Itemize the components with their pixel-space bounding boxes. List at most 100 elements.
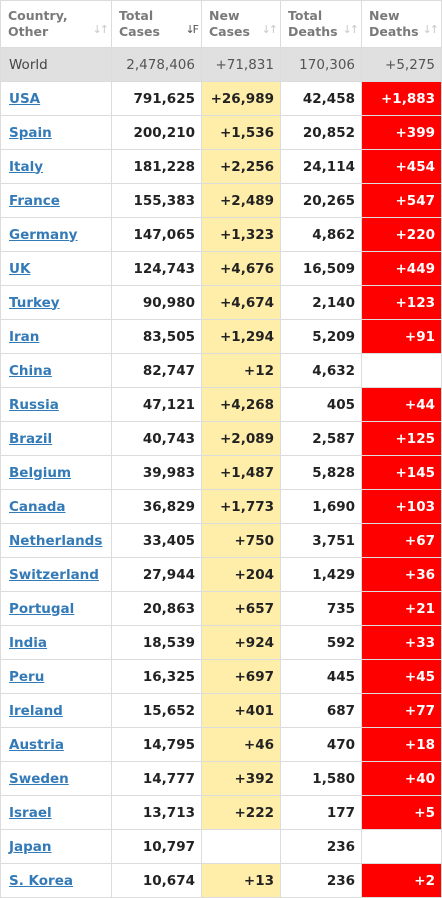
country-link[interactable]: Ireland: [9, 702, 63, 719]
total-deaths-cell: 4,632: [280, 353, 362, 388]
country-cell: Turkey: [0, 285, 112, 320]
new-deaths-cell: +45: [361, 659, 442, 694]
total-cases-cell: 155,383: [111, 183, 202, 218]
country-link[interactable]: Sweden: [9, 770, 69, 787]
country-link[interactable]: Israel: [9, 804, 52, 821]
country-cell: Ireland: [0, 693, 112, 728]
header-total-cases[interactable]: Total Cases ↓F: [111, 0, 202, 48]
new-deaths-cell: +220: [361, 217, 442, 252]
new-cases-cell: +46: [201, 727, 281, 762]
table-row: Canada 36,829 +1,773 1,690 +103: [0, 489, 442, 524]
country-link[interactable]: Switzerland: [9, 566, 99, 583]
new-deaths-cell: +454: [361, 149, 442, 184]
header-label-line2: Cases: [209, 24, 250, 39]
table-row: Germany 147,065 +1,323 4,862 +220: [0, 217, 442, 252]
country-link[interactable]: Iran: [9, 328, 40, 345]
new-deaths-cell: +145: [361, 455, 442, 490]
country-cell: Israel: [0, 795, 112, 830]
total-cases-cell: 27,944: [111, 557, 202, 592]
header-new-deaths[interactable]: New Deaths ↓↑: [361, 0, 442, 48]
new-cases-cell: +1,294: [201, 319, 281, 354]
table-row: Italy 181,228 +2,256 24,114 +454: [0, 149, 442, 184]
sort-descending-icon[interactable]: ↓F: [185, 23, 198, 36]
country-link[interactable]: Austria: [9, 736, 64, 753]
country-link[interactable]: China: [9, 362, 52, 379]
country-cell: Germany: [0, 217, 112, 252]
table-header-row: Country, Other ↓↑ Total Cases ↓F New Cas…: [0, 0, 442, 48]
new-deaths-cell: +33: [361, 625, 442, 660]
country-link[interactable]: Russia: [9, 396, 59, 413]
country-link[interactable]: Belgium: [9, 464, 72, 481]
world-new-deaths: +5,275: [361, 47, 442, 82]
new-deaths-cell: +5: [361, 795, 442, 830]
new-cases-cell: +401: [201, 693, 281, 728]
table-row: Portugal 20,863 +657 735 +21: [0, 591, 442, 626]
total-deaths-cell: 735: [280, 591, 362, 626]
total-deaths-cell: 470: [280, 727, 362, 762]
header-country[interactable]: Country, Other ↓↑: [0, 0, 112, 48]
total-deaths-cell: 2,140: [280, 285, 362, 320]
country-link[interactable]: Portugal: [9, 600, 75, 617]
country-link[interactable]: Spain: [9, 124, 52, 141]
total-cases-cell: 20,863: [111, 591, 202, 626]
total-deaths-cell: 2,587: [280, 421, 362, 456]
new-cases-cell: +697: [201, 659, 281, 694]
country-link[interactable]: Germany: [9, 226, 78, 243]
country-link[interactable]: France: [9, 192, 60, 209]
total-cases-cell: 47,121: [111, 387, 202, 422]
new-cases-cell: +2,089: [201, 421, 281, 456]
new-deaths-cell: +44: [361, 387, 442, 422]
header-new-cases[interactable]: New Cases ↓↑: [201, 0, 281, 48]
total-cases-cell: 13,713: [111, 795, 202, 830]
country-cell: India: [0, 625, 112, 660]
new-deaths-cell: +40: [361, 761, 442, 796]
country-link[interactable]: USA: [9, 90, 41, 107]
sort-arrows-icon[interactable]: ↓↑: [261, 23, 279, 36]
new-cases-cell: +4,676: [201, 251, 281, 286]
table-row: Netherlands 33,405 +750 3,751 +67: [0, 523, 442, 558]
new-deaths-cell: +399: [361, 115, 442, 150]
total-cases-cell: 40,743: [111, 421, 202, 456]
sort-arrows-icon[interactable]: ↓↑: [342, 23, 360, 36]
header-label-line1: New: [369, 8, 400, 23]
table-row: S. Korea 10,674 +13 236 +2: [0, 863, 442, 898]
country-link[interactable]: Canada: [9, 498, 66, 515]
new-cases-cell: +4,268: [201, 387, 281, 422]
header-label-line1: Country,: [8, 8, 68, 23]
country-link[interactable]: Peru: [9, 668, 45, 685]
country-link[interactable]: Brazil: [9, 430, 53, 447]
country-link[interactable]: S. Korea: [9, 872, 73, 889]
country-cell: China: [0, 353, 112, 388]
country-cell: Spain: [0, 115, 112, 150]
country-link[interactable]: UK: [9, 260, 31, 277]
new-deaths-cell: +36: [361, 557, 442, 592]
sort-arrows-icon[interactable]: ↓↑: [92, 23, 110, 36]
country-link[interactable]: Netherlands: [9, 532, 103, 549]
new-cases-cell: +2,256: [201, 149, 281, 184]
total-cases-cell: 18,539: [111, 625, 202, 660]
total-deaths-cell: 24,114: [280, 149, 362, 184]
country-link[interactable]: India: [9, 634, 48, 651]
total-cases-cell: 39,983: [111, 455, 202, 490]
new-cases-cell: +924: [201, 625, 281, 660]
country-link[interactable]: Italy: [9, 158, 44, 175]
table-row: USA 791,625 +26,989 42,458 +1,883: [0, 81, 442, 116]
world-total-row: World 2,478,406 +71,831 170,306 +5,275: [0, 47, 442, 82]
table-row: China 82,747 +12 4,632: [0, 353, 442, 388]
new-cases-cell: +1,487: [201, 455, 281, 490]
table-row: Japan 10,797 236: [0, 829, 442, 864]
world-new-cases: +71,831: [201, 47, 281, 82]
sort-arrows-icon[interactable]: ↓↑: [422, 23, 440, 36]
country-link[interactable]: Japan: [9, 838, 52, 855]
total-cases-cell: 83,505: [111, 319, 202, 354]
new-deaths-cell: +91: [361, 319, 442, 354]
country-link[interactable]: Turkey: [9, 294, 60, 311]
country-cell: USA: [0, 81, 112, 116]
total-deaths-cell: 1,690: [280, 489, 362, 524]
country-cell: Japan: [0, 829, 112, 864]
total-cases-cell: 10,797: [111, 829, 202, 864]
table-row: Austria 14,795 +46 470 +18: [0, 727, 442, 762]
new-cases-cell: [201, 829, 281, 864]
total-deaths-cell: 3,751: [280, 523, 362, 558]
header-total-deaths[interactable]: Total Deaths ↓↑: [280, 0, 362, 48]
